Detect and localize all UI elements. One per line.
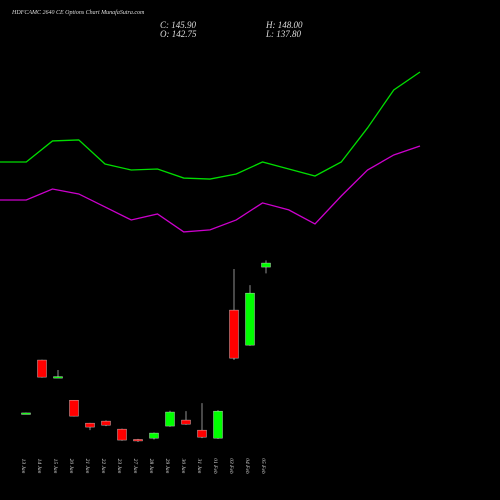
x-tick-label: 15 Jan bbox=[52, 459, 58, 474]
x-tick-label: 22 Jan bbox=[100, 459, 106, 474]
candle-body bbox=[181, 419, 191, 425]
candle-body bbox=[197, 429, 207, 438]
x-tick-label: 20 Jan bbox=[68, 459, 74, 474]
candle-body bbox=[101, 420, 111, 426]
x-tick-label: 29 Jan bbox=[164, 459, 170, 474]
ohlc-low: L: 137.80 bbox=[265, 29, 302, 39]
x-tick-label: 30 Jan bbox=[180, 458, 186, 474]
candle-body bbox=[69, 399, 79, 417]
x-tick-label: 23 Jan bbox=[116, 459, 122, 474]
candle-body bbox=[213, 410, 223, 439]
candle-body bbox=[245, 292, 255, 346]
x-tick-label: 04 Feb bbox=[244, 458, 251, 474]
candle-body bbox=[229, 309, 239, 359]
indicator-line bbox=[0, 71, 421, 180]
candle-body bbox=[21, 412, 31, 415]
candle-body bbox=[85, 422, 95, 428]
x-tick-label: 28 Jan bbox=[148, 459, 154, 474]
ohlc-high: H: 148.00 bbox=[265, 20, 303, 30]
x-tick-label: 13 Jan bbox=[20, 459, 26, 474]
x-tick-label: 01 Feb bbox=[212, 458, 218, 474]
candle-body bbox=[133, 439, 143, 442]
x-tick-label: 21 Jan bbox=[84, 459, 90, 474]
x-tick-label: 14 Jan bbox=[36, 459, 43, 474]
ohlc-close: C: 145.90 bbox=[160, 20, 197, 30]
candle-body bbox=[149, 432, 159, 439]
candle-body bbox=[117, 428, 127, 441]
x-tick-label: 05 Feb bbox=[260, 458, 266, 474]
x-tick-label: 27 Jan bbox=[132, 459, 138, 474]
x-tick-label: 31 Jan bbox=[196, 458, 202, 474]
candle-body bbox=[37, 359, 47, 378]
candle-body bbox=[165, 411, 175, 427]
chart-title: HDFCAMC 2640 CE Options Chart MunafaSutr… bbox=[11, 9, 145, 16]
candle-body bbox=[261, 262, 271, 268]
candle-body bbox=[53, 376, 63, 379]
indicator-line bbox=[0, 145, 421, 233]
x-tick-label: 03 Feb bbox=[228, 458, 234, 474]
ohlc-open: O: 142.75 bbox=[160, 29, 197, 39]
